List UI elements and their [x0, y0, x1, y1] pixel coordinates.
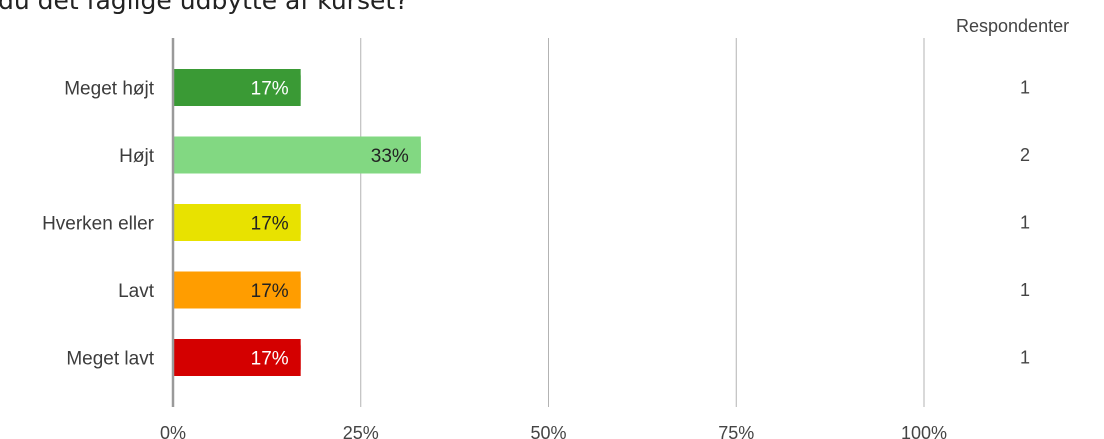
- chart-title: du det faglige udbytte af kurset?: [0, 0, 409, 15]
- x-tick-label: 25%: [343, 423, 379, 439]
- bar-base: [173, 136, 183, 174]
- bar-cap: [173, 136, 421, 174]
- category-label: Hverken eller: [42, 214, 155, 235]
- labels: 0% 25% 50% 75% 100% Meget højt 17% 1 Højt 33% 2 Hve…: [42, 38, 1030, 439]
- bar-cap: [173, 339, 301, 376]
- respondents-header: Respondenter: [956, 16, 1070, 36]
- value-label: 17%: [251, 349, 289, 370]
- respondent-count: 2: [1020, 145, 1030, 165]
- x-tick-label: 50%: [530, 423, 566, 439]
- respondent-count: 1: [1020, 348, 1030, 368]
- value-label: 33%: [371, 146, 409, 167]
- category-label: Meget højt: [64, 79, 154, 100]
- gridlines: [360, 38, 925, 407]
- x-tick-label: 0%: [160, 423, 186, 439]
- value-label: 17%: [251, 214, 289, 235]
- bar-cap: [173, 69, 301, 106]
- bar-base: [173, 339, 183, 376]
- bar-base: [173, 271, 183, 309]
- category-label: Højt: [119, 146, 155, 167]
- respondent-count: 1: [1020, 213, 1030, 233]
- value-label: 17%: [251, 281, 289, 302]
- bars: [173, 69, 421, 376]
- x-tick-label: 100%: [901, 423, 947, 439]
- value-label: 17%: [251, 79, 289, 100]
- bar-base: [173, 204, 183, 241]
- respondent-count: 1: [1020, 280, 1030, 300]
- bar-cap: [173, 204, 301, 241]
- respondent-count: 1: [1020, 78, 1030, 98]
- category-label: Meget lavt: [66, 349, 154, 370]
- bar-cap: [173, 271, 301, 309]
- bar-base: [173, 69, 183, 106]
- x-tick-label: 75%: [718, 423, 754, 439]
- category-label: Lavt: [118, 281, 155, 302]
